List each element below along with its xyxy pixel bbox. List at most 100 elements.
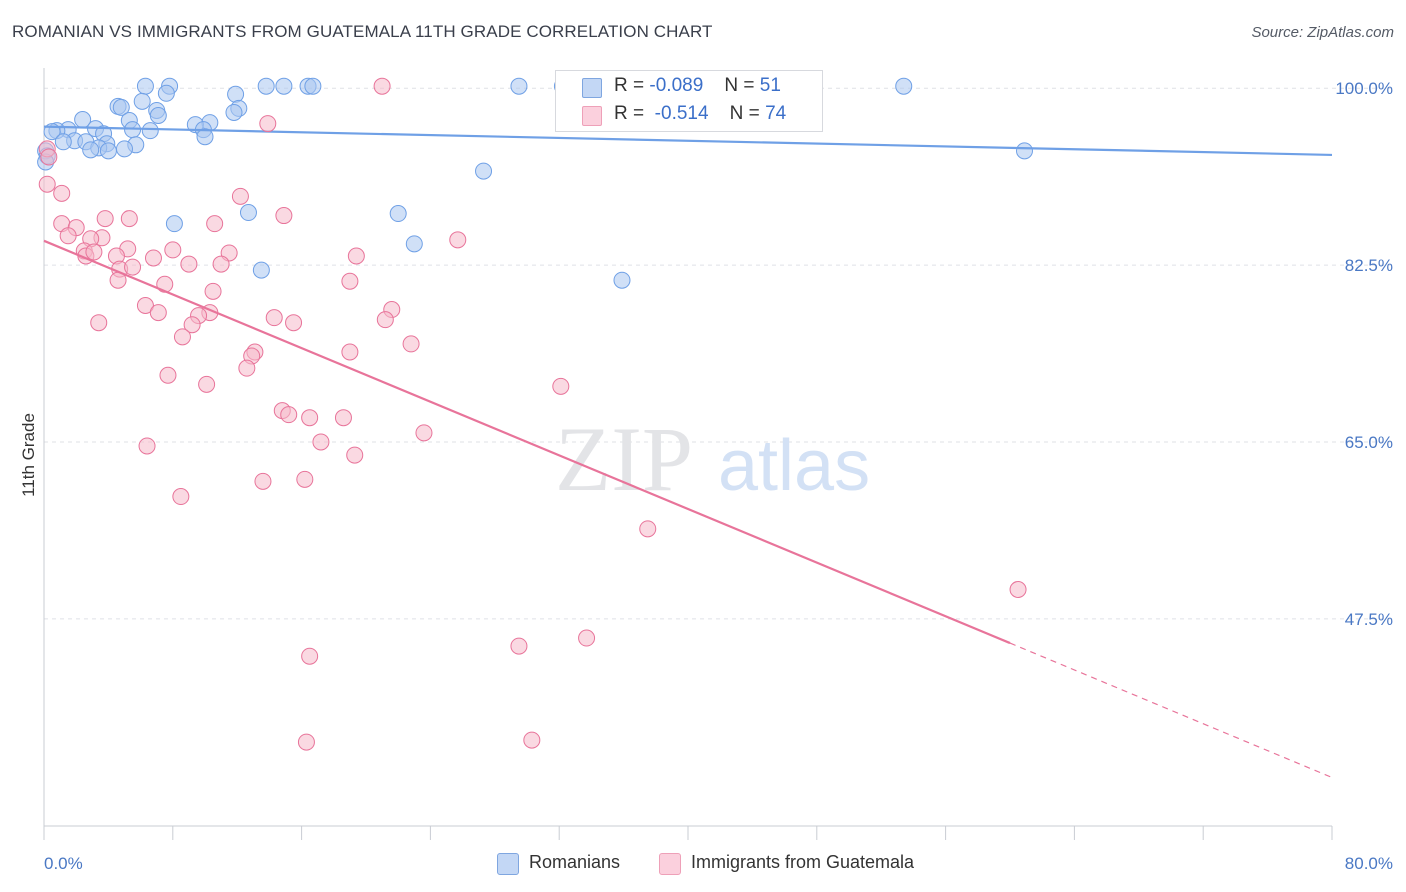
data-point bbox=[85, 243, 103, 261]
data-point bbox=[259, 115, 277, 133]
data-point bbox=[112, 98, 130, 116]
x-tick-label: 80.0% bbox=[1345, 854, 1393, 873]
stats-n-label: N = bbox=[729, 103, 760, 124]
data-point bbox=[341, 272, 359, 290]
data-point bbox=[297, 733, 315, 751]
stats-row-romanians: R = -0.089 N = 51 bbox=[556, 73, 822, 101]
data-point bbox=[613, 271, 631, 289]
legend: Romanians Immigrants from Guatemala bbox=[0, 850, 1406, 880]
chart-title: ROMANIAN VS IMMIGRANTS FROM GUATEMALA 11… bbox=[12, 22, 713, 41]
data-point bbox=[304, 77, 322, 95]
x-tick-labels: 0.0% 80.0% bbox=[44, 854, 1393, 873]
data-point bbox=[144, 249, 162, 267]
watermark-atlas: atlas bbox=[718, 426, 870, 506]
data-point bbox=[173, 328, 191, 346]
stats-r-label: R = bbox=[614, 75, 645, 96]
data-point bbox=[510, 637, 528, 655]
x-tick-label: 0.0% bbox=[44, 854, 83, 873]
data-point bbox=[376, 311, 394, 329]
data-point bbox=[59, 227, 77, 245]
data-point bbox=[285, 314, 303, 332]
stats-n-label: N = bbox=[724, 75, 755, 96]
data-point bbox=[239, 204, 257, 222]
data-point bbox=[120, 210, 138, 228]
data-point bbox=[254, 472, 272, 490]
y-axis-label: 11th Grade bbox=[19, 413, 38, 497]
data-point bbox=[53, 184, 71, 202]
data-point bbox=[164, 241, 182, 259]
data-point bbox=[341, 343, 359, 361]
data-point bbox=[475, 162, 493, 180]
stats-r-value: -0.089 bbox=[649, 75, 704, 96]
data-point bbox=[136, 297, 154, 315]
data-point bbox=[296, 470, 314, 488]
stats-swatch-guatemala bbox=[582, 106, 602, 126]
axes bbox=[43, 68, 1333, 840]
stats-n-value: 51 bbox=[759, 75, 781, 96]
data-point bbox=[510, 77, 528, 95]
data-point bbox=[334, 409, 352, 427]
data-point bbox=[82, 141, 100, 159]
y-tick-label: 65.0% bbox=[1345, 433, 1393, 452]
data-point bbox=[895, 77, 913, 95]
data-point bbox=[180, 255, 198, 273]
data-point bbox=[54, 133, 72, 151]
data-point bbox=[373, 77, 391, 95]
y-tick-labels: 47.5% 65.0% 82.5% 100.0% bbox=[1335, 79, 1393, 629]
stats-r-label: R = bbox=[614, 103, 645, 124]
legend-swatch-guatemala bbox=[659, 853, 681, 875]
stats-swatch-romanians bbox=[582, 78, 602, 98]
data-point bbox=[157, 84, 175, 102]
y-tick-label: 82.5% bbox=[1345, 256, 1393, 275]
trend-line bbox=[43, 125, 1333, 157]
y-tick-label: 100.0% bbox=[1335, 79, 1393, 98]
data-point bbox=[99, 142, 117, 160]
data-point bbox=[141, 122, 159, 140]
data-point bbox=[149, 107, 167, 125]
legend-label: Immigrants from Guatemala bbox=[691, 852, 915, 872]
data-point bbox=[172, 488, 190, 506]
data-point bbox=[198, 375, 216, 393]
source-label: Source: ZipAtlas.com bbox=[1251, 24, 1394, 41]
data-point bbox=[280, 406, 298, 424]
data-point bbox=[389, 205, 407, 223]
data-point bbox=[405, 235, 423, 253]
data-point bbox=[312, 433, 330, 451]
stats-row-guatemala: R = -0.514 N = 74 bbox=[556, 101, 822, 129]
stats-box: R = -0.089 N = 51 R = -0.514 N = 74 bbox=[555, 70, 823, 132]
data-point bbox=[275, 77, 293, 95]
watermark-zip: ZIP bbox=[555, 408, 693, 510]
legend-label: Romanians bbox=[529, 852, 621, 872]
data-point bbox=[346, 446, 364, 464]
data-point bbox=[402, 335, 420, 353]
y-tick-label: 47.5% bbox=[1345, 610, 1393, 629]
data-point bbox=[149, 304, 167, 322]
data-point bbox=[136, 77, 154, 95]
data-point bbox=[116, 140, 133, 158]
stats-n-value: 74 bbox=[765, 103, 787, 124]
data-point bbox=[238, 359, 256, 377]
data-point bbox=[138, 437, 156, 455]
data-point bbox=[165, 215, 183, 233]
data-point bbox=[252, 261, 270, 279]
data-point bbox=[90, 314, 108, 332]
data-point bbox=[96, 210, 114, 228]
stats-r-value: -0.514 bbox=[654, 103, 709, 124]
data-point bbox=[347, 247, 365, 265]
data-point bbox=[301, 647, 319, 665]
data-point bbox=[206, 215, 224, 233]
data-point bbox=[1009, 581, 1027, 599]
data-point bbox=[40, 148, 58, 166]
data-point bbox=[415, 424, 433, 442]
data-point bbox=[578, 629, 596, 647]
data-point bbox=[196, 128, 214, 146]
data-point bbox=[523, 731, 541, 749]
trend-line bbox=[43, 239, 1011, 645]
data-point bbox=[257, 77, 275, 95]
trend-line-extension bbox=[1009, 642, 1333, 779]
data-point bbox=[552, 377, 570, 395]
data-point bbox=[265, 309, 283, 327]
data-point bbox=[275, 207, 293, 225]
series-guatemala bbox=[38, 77, 1333, 779]
